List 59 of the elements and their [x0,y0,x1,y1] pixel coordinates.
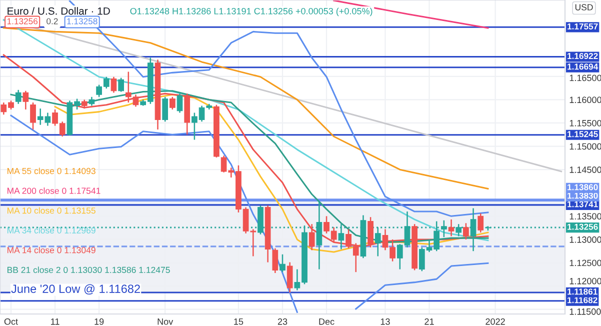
candlestick [280,254,286,273]
candlestick [162,96,168,122]
candlestick [478,212,484,234]
line-series [355,262,489,310]
annotation: 1.13256 [7,18,38,24]
text: O1.13248 H1.13286 L1.13191 C1.13256 +0.00053 (+0.05%) [130,8,372,16]
candlestick [15,89,22,105]
text: MA 34 close 0 1.12969 [8,227,96,234]
x-tick-label: 21 [424,318,434,325]
candlestick [441,220,447,238]
y-tick-label: 1.15500 [570,120,601,126]
candlestick [448,218,454,237]
ref-line-label: 1.15245 [568,131,598,138]
candlestick [30,102,36,130]
candlestick [272,248,278,274]
candlestick [118,77,124,92]
text: MA 200 close 0 1.17541 [8,187,100,194]
text: MA 14 close 0 1.13049 [8,246,96,254]
candlestick [110,76,117,94]
x-tick-label: 23 [278,318,288,325]
annotation: 1.13258 [67,18,98,24]
ref-line-label: 1.11682 [568,297,598,304]
y-tick-label: 1.13500 [570,213,601,220]
x-tick-label: Nov [158,318,174,325]
text: BB 21 close 2 0 1.13030 1.13586 1.12475 [8,266,170,274]
ref-line-label: 1.11861 [568,288,598,295]
text: MA 10 close 0 1.13155 [8,207,96,214]
y-tick-label: 1.16500 [570,74,601,82]
y-tick-label: 1.11500 [570,308,601,315]
ref-line-label: 1.16922 [568,52,598,60]
text: MA 55 close 0 1.14093 [8,168,96,174]
x-tick-label: 15 [234,318,244,325]
x-tick-label: 19 [94,318,104,325]
y-tick-label: 1.12000 [570,278,601,284]
text: USD [575,4,593,10]
annotation: June '20 Low @ 1.11682 [11,284,140,294]
candlestick [170,96,176,110]
y-tick-label: 1.13000 [570,236,601,243]
ref-line-label: 1.13256 [568,224,598,230]
x-tick-label: Oct [4,318,18,325]
ref-line-label: 1.16694 [568,64,598,70]
ref-line-label: 1.13830 [568,192,598,199]
text: Euro / U.S. Dollar · 1D [8,7,110,15]
x-tick-label: Dec [319,318,334,325]
candlestick [176,93,183,114]
y-tick-label: 1.14500 [570,166,601,173]
x-tick-label: 13 [380,318,390,325]
candlestick [286,262,293,294]
y-tick-label: 1.16000 [570,96,601,104]
ref-line-label: 1.13860 [568,184,598,190]
y-tick-label: 1.12500 [570,260,601,266]
y-tick-label: 1.15000 [570,143,601,150]
candlestick [22,90,29,110]
ref-line-label: 1.17557 [568,23,598,30]
annotation: 0.2 [46,18,58,24]
x-tick-label: 2022 [486,318,505,325]
candlestick [463,222,469,240]
candlestick [316,200,322,270]
x-tick-label: 11 [51,318,60,325]
